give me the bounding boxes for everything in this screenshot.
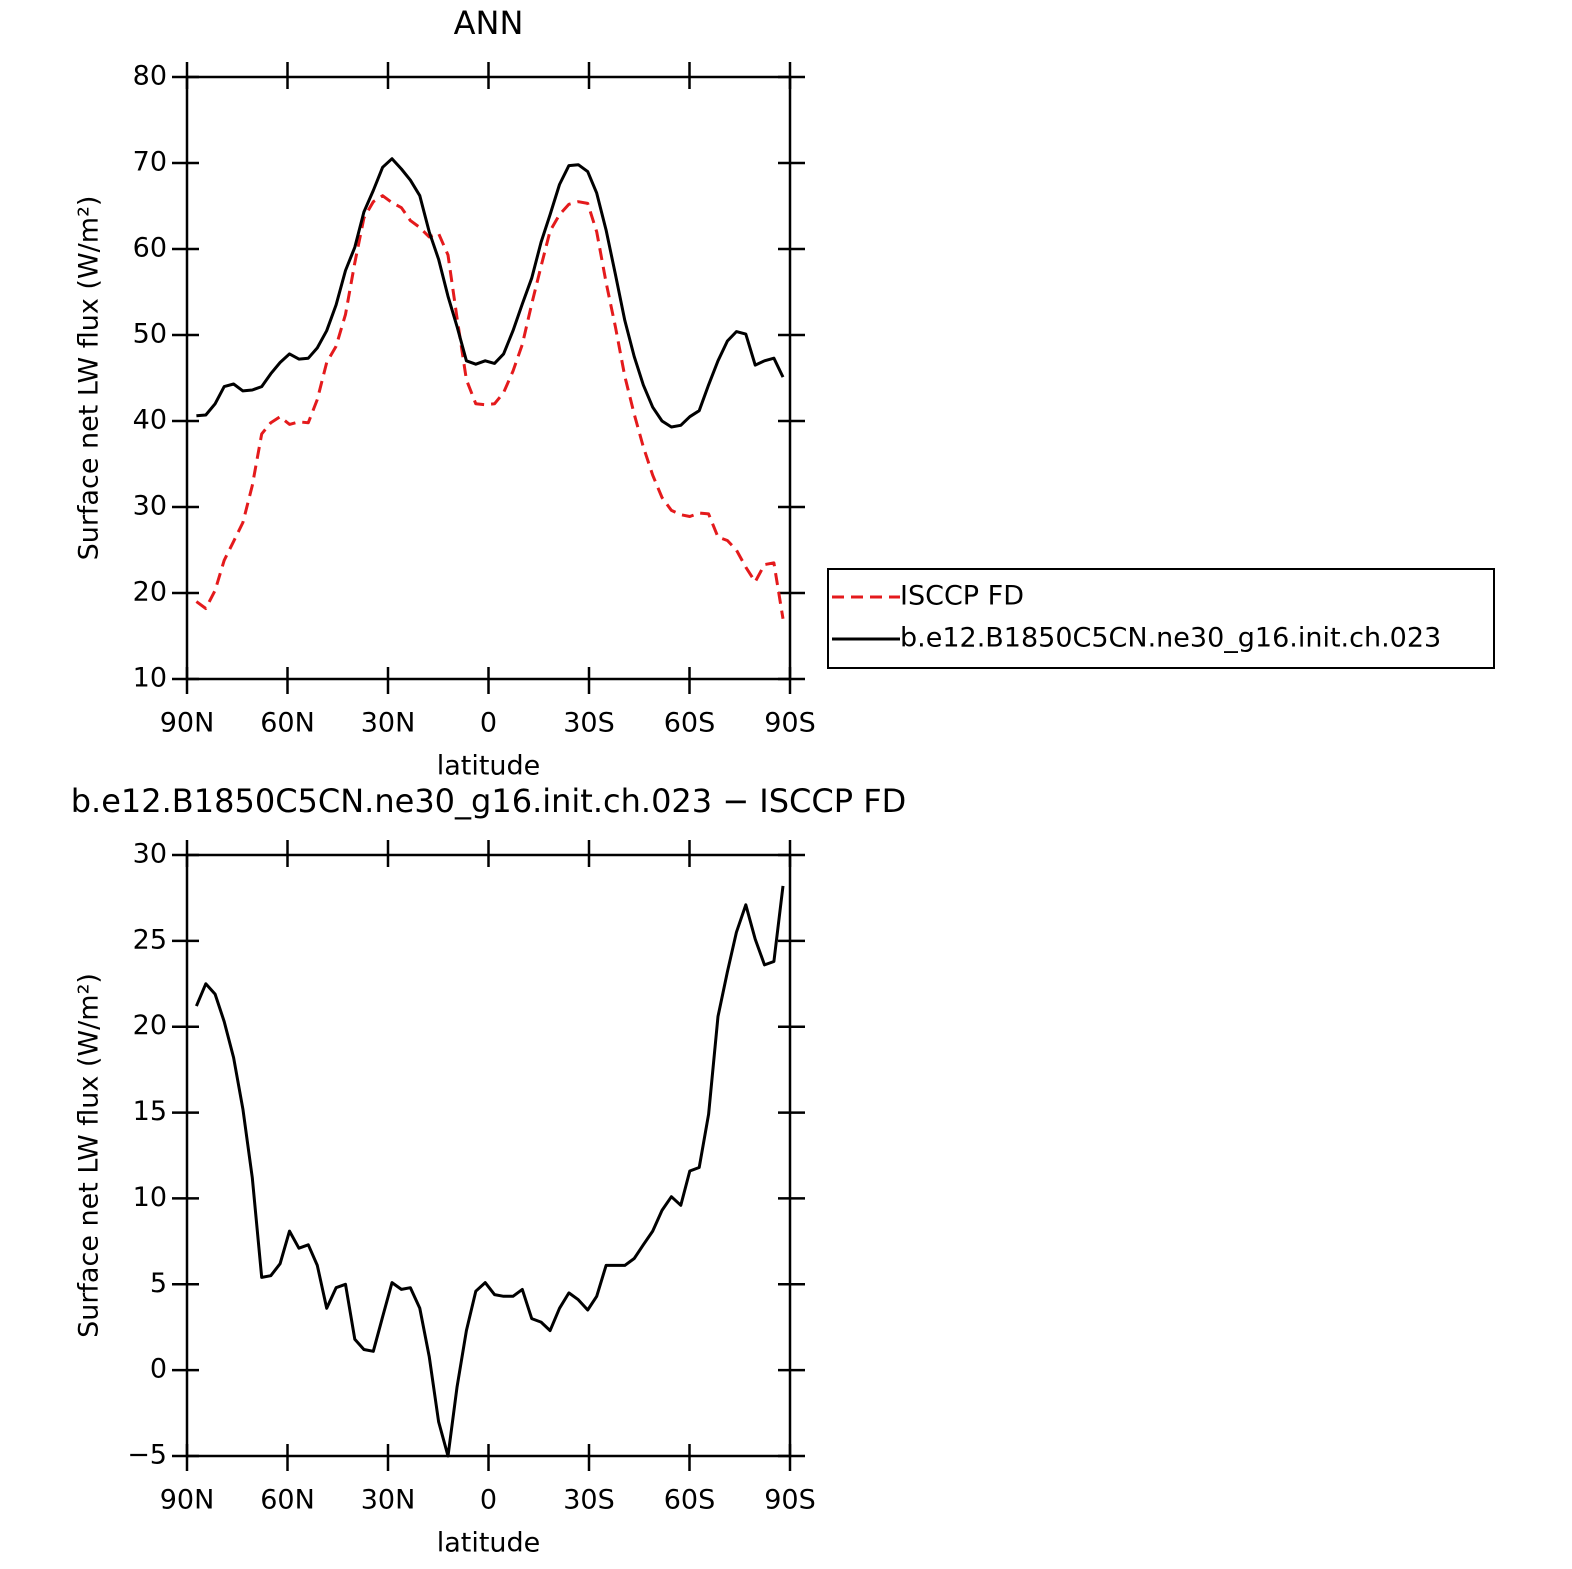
legend-label: ISCCP FD	[900, 581, 1024, 612]
y-tick-label: 60	[133, 233, 167, 264]
y-tick-label: 50	[133, 319, 167, 350]
y-tick-label: 10	[133, 1182, 167, 1213]
x-tick-label: 30S	[563, 708, 615, 739]
y-tick-label: 80	[133, 61, 167, 92]
y-tick-label: −5	[127, 1440, 167, 1471]
x-tick-label: 90N	[160, 1485, 215, 1516]
plot-frame	[185, 853, 792, 1458]
legend-box	[827, 568, 1495, 669]
y-tick-label: 20	[133, 577, 167, 608]
x-tick-label: 60N	[260, 1485, 315, 1516]
x-tick-label: 60N	[260, 708, 315, 739]
x-tick-label: 90S	[764, 1485, 816, 1516]
x-tick-label: 90S	[764, 708, 816, 739]
y-tick-label: 25	[133, 924, 167, 955]
y-tick-label: 30	[133, 491, 167, 522]
y-axis-label: Surface net LW flux (W/m²)	[74, 973, 105, 1338]
x-axis-label: latitude	[437, 751, 541, 782]
chart-title: b.e12.B1850C5CN.ne30_g16.init.ch.023 − I…	[71, 782, 907, 820]
plot-frame	[185, 75, 792, 681]
x-axis-label: latitude	[437, 1528, 541, 1559]
y-tick-label: 15	[133, 1096, 167, 1127]
y-axis-label: Surface net LW flux (W/m²)	[74, 196, 105, 561]
x-tick-label: 30N	[361, 708, 416, 739]
y-tick-label: 70	[133, 147, 167, 178]
x-tick-label: 0	[480, 1485, 497, 1516]
y-tick-label: 40	[133, 405, 167, 436]
y-tick-label: 30	[133, 839, 167, 870]
data-line	[196, 157, 785, 429]
x-tick-label: 30N	[361, 1485, 416, 1516]
y-tick-label: 20	[133, 1010, 167, 1041]
chart-title: ANN	[454, 4, 524, 42]
x-tick-label: 90N	[160, 708, 215, 739]
x-tick-label: 60S	[664, 1485, 716, 1516]
y-tick-label: 5	[150, 1268, 167, 1299]
y-tick-label: 0	[150, 1354, 167, 1385]
data-line	[195, 885, 785, 1458]
y-tick-label: 10	[133, 663, 167, 694]
data-line	[195, 194, 785, 620]
x-tick-label: 0	[480, 708, 497, 739]
x-tick-label: 60S	[664, 708, 716, 739]
x-tick-label: 30S	[563, 1485, 615, 1516]
legend-label: b.e12.B1850C5CN.ne30_g16.init.ch.023	[900, 623, 1441, 654]
